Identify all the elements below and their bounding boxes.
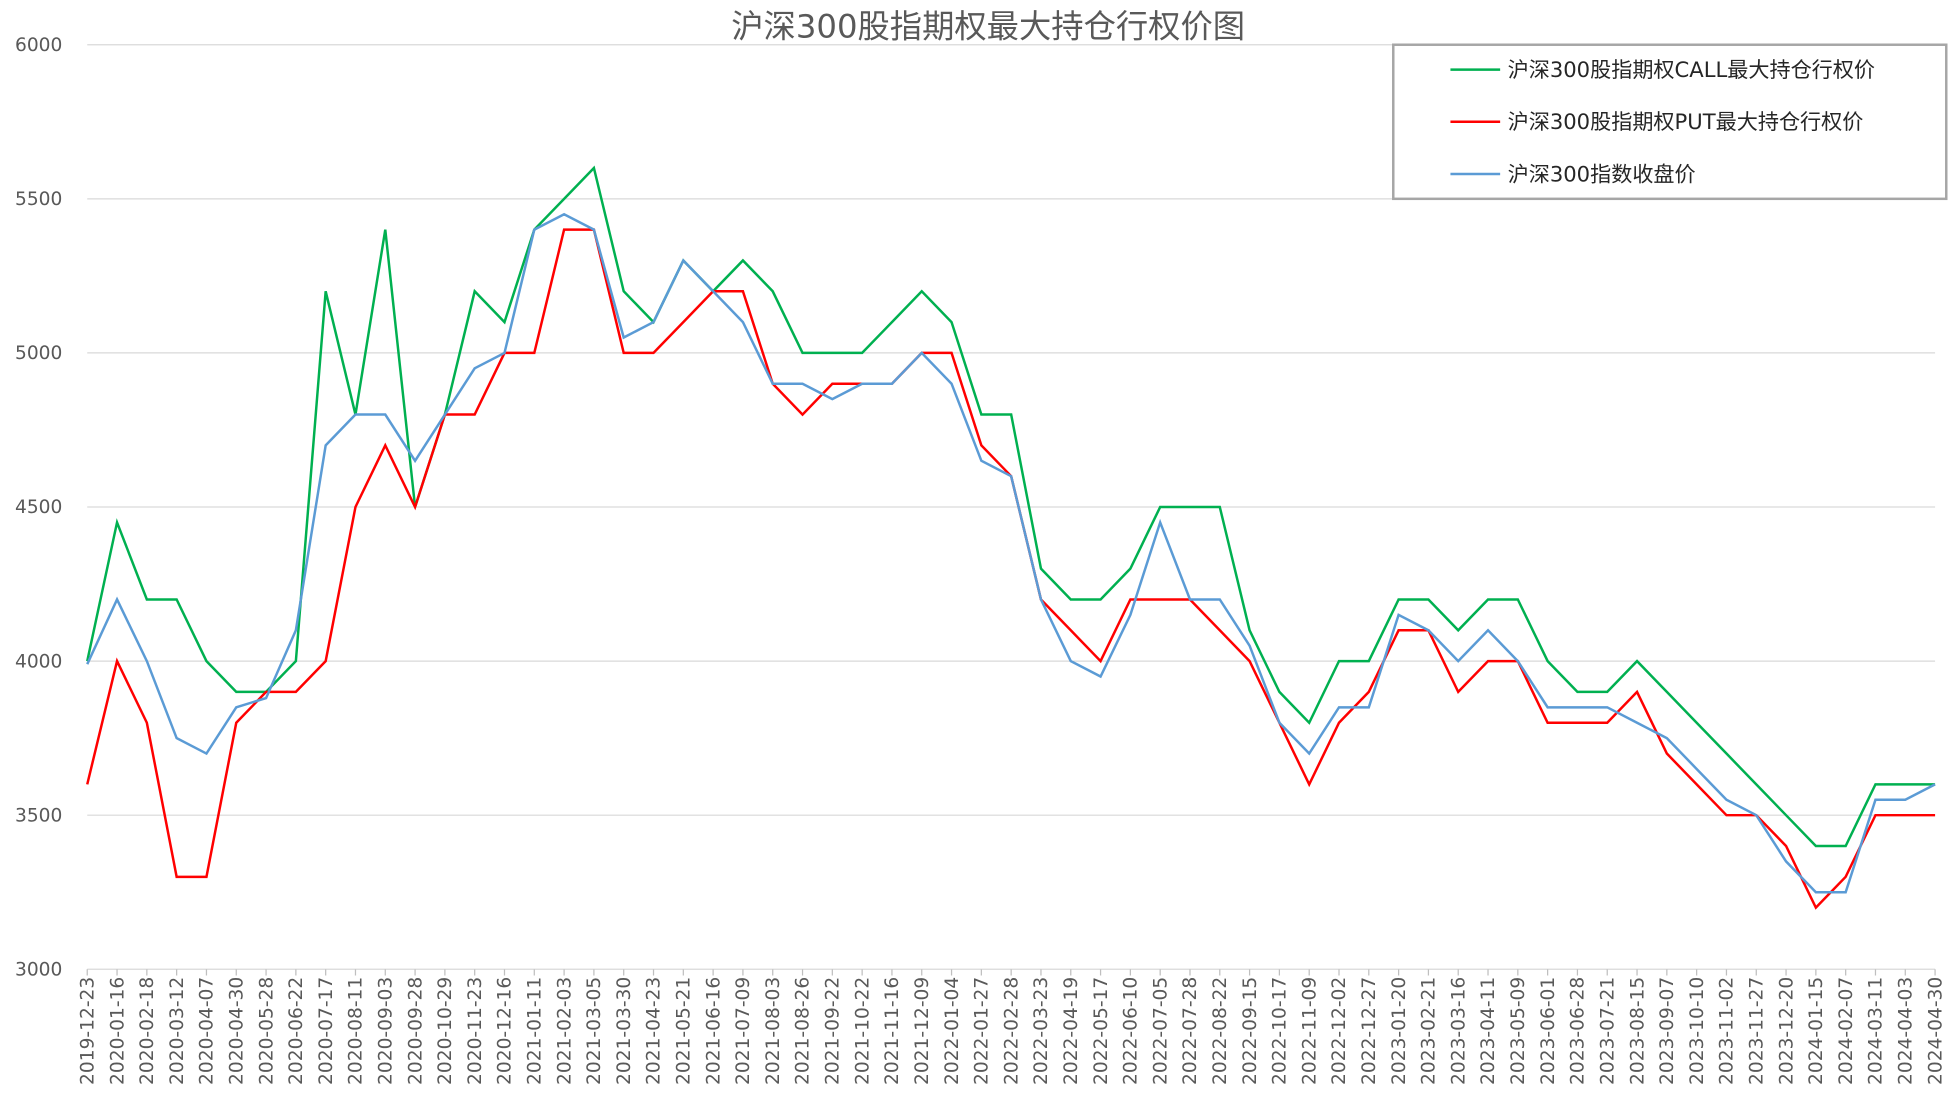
x-tick-label: 2023-05-09 [1508, 977, 1529, 1085]
x-tick-label: 2021-09-22 [823, 977, 844, 1085]
x-tick-label: 2020-01-16 [107, 977, 128, 1085]
x-tick-label: 2021-12-09 [912, 977, 933, 1085]
x-tick-label: 2021-08-03 [763, 977, 784, 1085]
x-tick-label: 2022-07-28 [1180, 977, 1201, 1085]
y-tick-label: 3500 [15, 805, 62, 826]
x-tick-label: 2021-11-16 [882, 977, 903, 1085]
x-tick-label: 2022-10-17 [1270, 977, 1291, 1085]
x-tick-label: 2022-07-05 [1150, 977, 1171, 1085]
x-tick-label: 2020-06-22 [286, 977, 307, 1085]
x-tick-label: 2023-02-21 [1419, 977, 1440, 1085]
x-tick-label: 2023-12-20 [1776, 977, 1797, 1085]
x-tick-label: 2020-12-16 [495, 977, 516, 1085]
x-tick-label: 2022-05-17 [1091, 977, 1112, 1085]
x-tick-label: 2023-10-10 [1687, 977, 1708, 1085]
x-tick-label: 2022-03-23 [1031, 977, 1052, 1085]
x-tick-label: 2020-07-17 [316, 977, 337, 1085]
x-tick-label: 2022-04-19 [1061, 977, 1082, 1085]
legend-label: 沪深300股指期权CALL最大持仓行权价 [1508, 57, 1875, 82]
x-tick-label: 2021-07-09 [733, 977, 754, 1085]
x-tick-label: 2022-11-09 [1299, 977, 1320, 1085]
x-tick-label: 2024-04-03 [1895, 977, 1916, 1085]
x-tick-label: 2022-09-15 [1240, 977, 1261, 1085]
y-tick-label: 4500 [15, 497, 62, 518]
x-tick-label: 2024-01-15 [1806, 977, 1827, 1085]
x-tick-label: 2020-03-12 [167, 977, 188, 1085]
x-tick-label: 2021-08-26 [793, 977, 814, 1085]
x-tick-label: 2020-02-18 [137, 977, 158, 1085]
series-line [86, 212, 1936, 894]
x-tick-label: 2022-08-22 [1210, 977, 1231, 1085]
x-tick-label: 2020-04-07 [197, 977, 218, 1085]
x-tick-label: 2022-01-27 [972, 977, 993, 1085]
x-tick-label: 2023-11-27 [1746, 977, 1767, 1085]
x-tick-label: 2020-09-28 [405, 977, 426, 1085]
x-tick-label: 2021-06-16 [703, 977, 724, 1085]
x-tick-label: 2023-08-15 [1627, 977, 1648, 1085]
x-tick-label: 2023-01-20 [1389, 977, 1410, 1085]
x-tick-label: 2020-05-28 [256, 977, 277, 1085]
x-tick-label: 2020-04-30 [226, 977, 247, 1085]
x-tick-label: 2021-02-03 [554, 977, 575, 1085]
x-tick-label: 2020-09-03 [375, 977, 396, 1085]
series-line [86, 165, 1936, 848]
series-line [86, 228, 1936, 910]
legend-label: 沪深300指数收盘价 [1508, 161, 1696, 186]
y-tick-label: 3000 [15, 959, 62, 980]
x-tick-label: 2023-11-02 [1717, 977, 1738, 1085]
x-tick-label: 2021-04-23 [644, 977, 665, 1085]
x-tick-label: 2023-06-28 [1568, 977, 1589, 1085]
x-tick-label: 2020-08-11 [346, 977, 367, 1085]
y-tick-label: 5000 [15, 343, 62, 364]
x-tick-label: 2023-09-07 [1657, 977, 1678, 1085]
y-tick-label: 5500 [15, 189, 62, 210]
x-tick-label: 2019-12-23 [77, 977, 98, 1085]
x-tick-label: 2024-02-07 [1836, 977, 1857, 1085]
y-tick-label: 4000 [15, 651, 62, 672]
x-tick-label: 2020-10-29 [435, 977, 456, 1085]
x-tick-label: 2023-03-16 [1448, 977, 1469, 1085]
x-tick-label: 2021-05-21 [674, 977, 695, 1085]
x-tick-label: 2022-12-27 [1359, 977, 1380, 1085]
y-tick-label: 6000 [15, 35, 62, 56]
x-tick-label: 2024-03-11 [1866, 977, 1887, 1085]
x-tick-label: 2020-11-23 [465, 977, 486, 1085]
x-tick-label: 2021-01-11 [525, 977, 546, 1085]
x-tick-label: 2021-10-22 [852, 977, 873, 1085]
x-tick-label: 2021-03-30 [614, 977, 635, 1085]
x-tick-label: 2024-04-30 [1925, 977, 1946, 1085]
x-tick-label: 2023-06-01 [1538, 977, 1559, 1085]
x-tick-label: 2022-12-02 [1329, 977, 1350, 1085]
x-tick-label: 2021-03-05 [584, 977, 605, 1085]
x-tick-label: 2022-02-28 [1001, 977, 1022, 1085]
x-tick-label: 2023-07-21 [1597, 977, 1618, 1085]
legend-label: 沪深300股指期权PUT最大持仓行权价 [1508, 109, 1864, 134]
x-tick-label: 2022-01-04 [942, 977, 963, 1085]
x-tick-label: 2022-06-10 [1121, 977, 1142, 1085]
chart-title: 沪深300股指期权最大持仓行权价图 [731, 7, 1245, 45]
x-tick-label: 2023-04-11 [1478, 977, 1499, 1085]
